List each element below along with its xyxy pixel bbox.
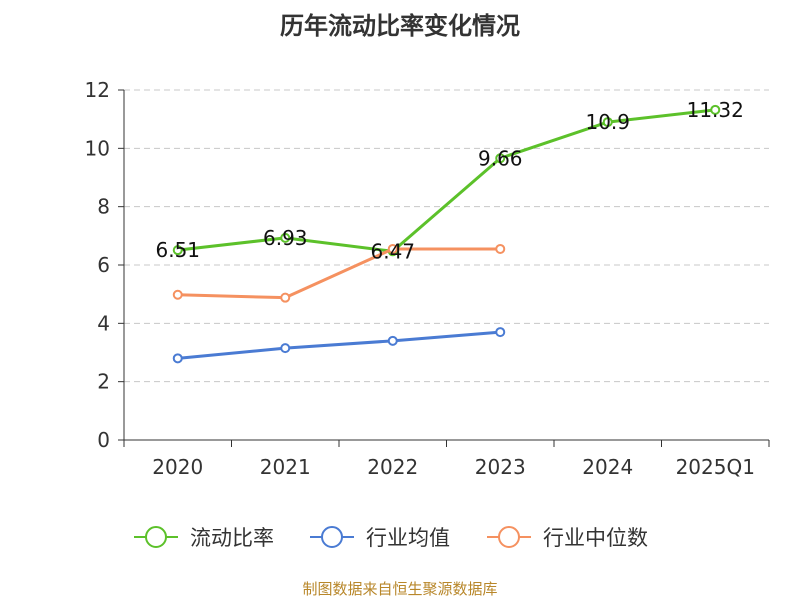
- data-point: [172, 353, 183, 364]
- x-tick-label: 2022: [367, 455, 418, 479]
- legend-label: 行业中位数: [543, 526, 648, 550]
- data-point: [495, 243, 506, 254]
- source-note: 制图数据来自恒生聚源数据库: [302, 580, 498, 598]
- series-lines: [172, 104, 721, 364]
- data-label: 9.66: [478, 146, 523, 170]
- data-point: [710, 104, 721, 115]
- legend-marker-icon: [498, 526, 520, 548]
- y-ticks: 0 2 4 6 8 10 12: [85, 78, 124, 452]
- series-line: [177, 330, 501, 360]
- data-point: [387, 243, 398, 254]
- legend-item[interactable]: 行业中位数: [487, 526, 648, 550]
- x-tick-label: 2024: [582, 455, 633, 479]
- x-tick-label: 2023: [475, 455, 526, 479]
- data-point: [172, 245, 183, 256]
- data-point: [172, 289, 183, 300]
- series-line: [177, 247, 501, 300]
- legend[interactable]: 流动比率 行业均值 行业中位数: [134, 526, 648, 550]
- data-labels: 6.51 6.93 6.47 9.66 10.9 11.32: [155, 98, 743, 263]
- data-point: [495, 153, 506, 164]
- legend-item[interactable]: 行业均值: [310, 526, 450, 550]
- legend-item[interactable]: 流动比率: [134, 526, 274, 550]
- data-label: 10.9: [585, 110, 630, 134]
- y-tick-label: 12: [85, 78, 110, 102]
- y-tick-label: 6: [97, 253, 110, 277]
- y-tick-label: 10: [85, 136, 110, 160]
- data-point: [387, 335, 398, 346]
- chart-title: 历年流动比率变化情况: [280, 12, 520, 40]
- x-tick-label: 2025Q1: [676, 455, 755, 479]
- x-ticks: 2020 2021 2022 2023 2024 2025Q1: [123, 440, 770, 479]
- x-tick-label: 2020: [152, 455, 203, 479]
- x-tick-label: 2021: [260, 455, 311, 479]
- series-line: [177, 108, 716, 253]
- data-point: [495, 327, 506, 338]
- y-tick-label: 0: [97, 428, 110, 452]
- data-point: [280, 343, 291, 354]
- data-point: [602, 117, 613, 128]
- y-tick-label: 4: [97, 311, 110, 335]
- y-tick-label: 8: [97, 195, 110, 219]
- data-point: [280, 232, 291, 243]
- data-label: 6.47: [370, 239, 415, 263]
- y-tick-label: 2: [97, 370, 110, 394]
- data-label: 6.51: [155, 238, 200, 262]
- legend-label: 行业均值: [366, 526, 450, 550]
- legend-marker-icon: [321, 526, 343, 548]
- data-label: 6.93: [263, 226, 308, 250]
- data-label: 11.32: [687, 98, 744, 122]
- legend-label: 流动比率: [190, 526, 274, 550]
- data-point: [280, 292, 291, 303]
- legend-marker-icon: [145, 526, 167, 548]
